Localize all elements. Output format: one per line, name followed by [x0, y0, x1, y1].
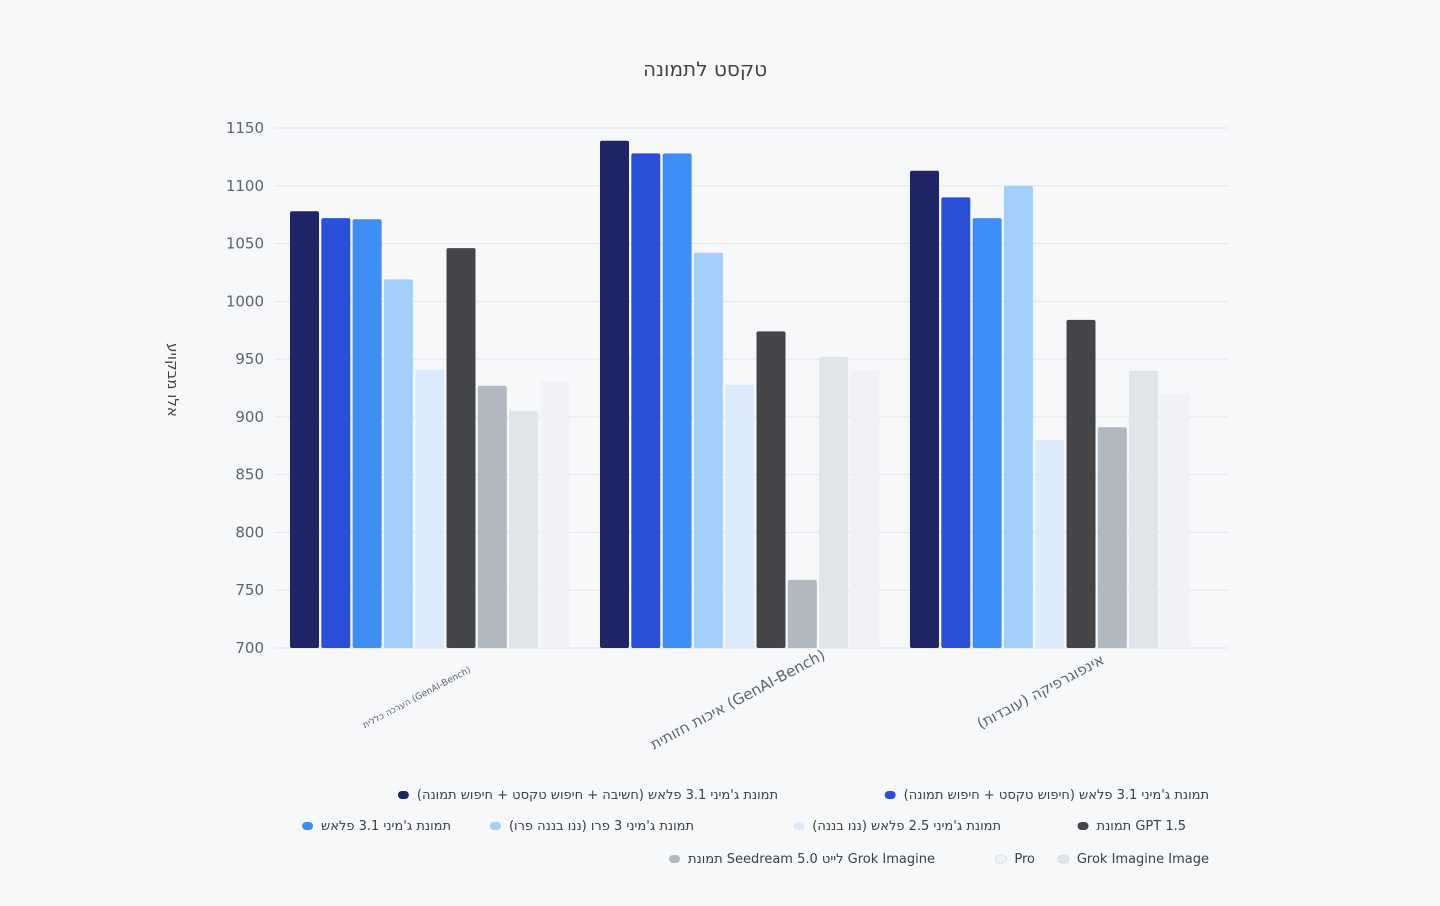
- legend-label: תמונת ג'מיני 3 פרו (ננו בננה פרו): [509, 819, 694, 834]
- chart-title: טקסט לתמונה: [643, 57, 767, 81]
- bar: [1035, 440, 1065, 648]
- y-tick-label: 1150: [226, 119, 264, 137]
- y-tick-label: 1000: [226, 292, 264, 310]
- bar: [819, 356, 849, 648]
- bar: [477, 385, 507, 648]
- bar: [383, 279, 413, 648]
- bar: [941, 197, 971, 649]
- bar: [910, 170, 939, 648]
- bar: [662, 153, 692, 648]
- bar: [631, 153, 661, 648]
- bar: [415, 369, 445, 648]
- x-category-label: איכות חזותית (GenAI-Bench): [647, 646, 828, 754]
- bar: [1129, 370, 1159, 648]
- legend-label: תמונת ג'מיני 3.1 פלאש (חשיבה + חיפוש טקס…: [417, 788, 778, 803]
- y-tick-label: 900: [235, 408, 264, 426]
- legend-label: תמונת ג'מיני 3.1 פלאש (חיפוש טקסט + חיפו…: [904, 788, 1209, 803]
- y-tick-label: 1050: [226, 235, 264, 253]
- x-axis-categories: הערכה כללית (GenAI-Bench) איכות חזותית (G…: [361, 646, 1107, 754]
- bar: [787, 579, 817, 648]
- bar: [509, 411, 539, 648]
- bar: [352, 219, 382, 649]
- bars: [290, 140, 1190, 649]
- bar: [1066, 319, 1096, 648]
- x-category-label: הערכה כללית (GenAI-Bench): [361, 665, 472, 731]
- x-category-label: אינפוגרפיקה (עובדות): [974, 650, 1107, 732]
- y-axis-title: אלו מבקויע: [164, 343, 182, 417]
- bar: [850, 370, 880, 648]
- bar: [725, 384, 755, 648]
- legend-swatch: [397, 791, 409, 799]
- bar: [446, 248, 476, 648]
- legend-swatch: [884, 791, 896, 799]
- bar: [321, 218, 351, 648]
- legend-label: תמונת ג'מיני 2.5 פלאש (ננו בננה): [812, 819, 1001, 834]
- y-tick-label: 1100: [226, 177, 264, 195]
- bar: [972, 218, 1002, 648]
- bar: [600, 140, 629, 648]
- legend-label: תמונת ג'מיני 3.1 פלאש: [321, 819, 451, 834]
- y-axis-ticks: 700 750 800 850 900 950 1000 1050 1100 1150: [226, 119, 264, 657]
- bar: [693, 252, 723, 649]
- legend-swatch: [793, 822, 805, 830]
- legend-label: Grok Imagine Image: [1077, 852, 1209, 867]
- y-tick-label: 800: [235, 523, 264, 541]
- legend-swatch: [489, 822, 501, 830]
- y-tick-label: 750: [235, 581, 264, 599]
- legend-swatch: [302, 822, 314, 830]
- y-tick-label: 950: [235, 350, 264, 368]
- bar: [756, 331, 786, 648]
- y-tick-label: 850: [235, 466, 264, 484]
- legend-swatch: [994, 854, 1007, 864]
- legend-swatch: [1057, 854, 1070, 864]
- bar: [540, 381, 570, 648]
- legend-swatch: [668, 855, 680, 863]
- bar: [1160, 393, 1190, 648]
- bar: [1097, 427, 1127, 648]
- legend-swatch: [1077, 822, 1089, 830]
- legend: תמונת ג'מיני 3.1 פלאש (חשיבה + חיפוש טקס…: [302, 788, 1209, 867]
- legend-label: תמונת Seedream 5.0 לייט Grok Imagine: [688, 852, 935, 867]
- bar: [290, 211, 319, 648]
- legend-label: Pro: [1014, 852, 1035, 867]
- bar: [1003, 185, 1033, 648]
- legend-label: תמונת GPT 1.5: [1097, 819, 1186, 834]
- y-tick-label: 700: [235, 639, 264, 657]
